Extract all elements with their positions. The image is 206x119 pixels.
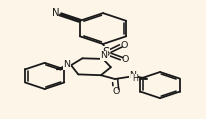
Text: N: N bbox=[63, 60, 70, 69]
Text: N: N bbox=[52, 8, 60, 18]
Text: N: N bbox=[101, 51, 108, 60]
Text: O: O bbox=[121, 55, 129, 64]
Text: N: N bbox=[129, 71, 136, 80]
Text: S: S bbox=[102, 46, 110, 60]
Text: O: O bbox=[121, 41, 128, 50]
Text: H: H bbox=[132, 74, 138, 83]
Text: O: O bbox=[112, 87, 120, 96]
